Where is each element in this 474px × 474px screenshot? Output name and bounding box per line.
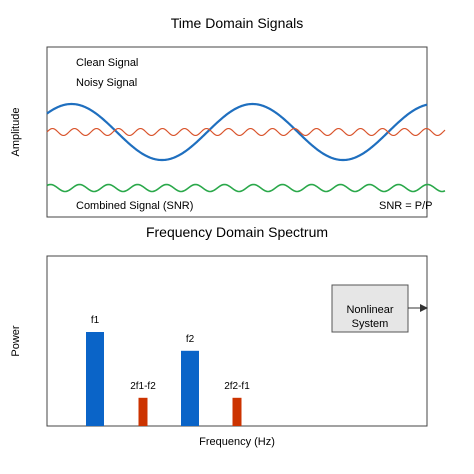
legend-clean-signal: Clean Signal: [76, 57, 138, 69]
top-panel-ylabel: Amplitude: [10, 108, 22, 157]
bar-f1: [86, 332, 104, 426]
combined-signal-wave: [46, 183, 446, 193]
bar-f2: [181, 350, 199, 426]
clean-signal-wave: [46, 102, 428, 162]
snr-label: SNR = P/P: [379, 200, 433, 212]
bottom-panel-xlabel: Frequency (Hz): [199, 436, 275, 448]
bar-label-2f1-f2: 2f1-f2: [130, 381, 156, 392]
bar-2f1-f2: [138, 397, 148, 426]
noisy-signal-wave: [46, 127, 446, 137]
bar-2f2-f1: [232, 397, 242, 426]
output-arrow-head: [420, 304, 428, 312]
nonlinear-system-label-line1: Nonlinear: [346, 304, 393, 316]
top-panel-title: Time Domain Signals: [171, 15, 304, 31]
bar-label-2f2-f1: 2f2-f1: [224, 381, 250, 392]
legend-noisy-signal: Noisy Signal: [76, 77, 137, 89]
combined-signal-label: Combined Signal (SNR): [76, 200, 193, 212]
spectrum-bars: f1 2f1-f2 f2 2f2-f1: [86, 315, 250, 426]
bar-label-f2: f2: [186, 334, 195, 345]
nonlinear-system-box: [331, 284, 409, 333]
bottom-panel-title: Frequency Domain Spectrum: [146, 224, 328, 240]
bar-label-f1: f1: [91, 315, 100, 326]
bottom-panel-ylabel: Power: [10, 325, 22, 357]
nonlinear-system-label-line2: System: [352, 318, 389, 330]
